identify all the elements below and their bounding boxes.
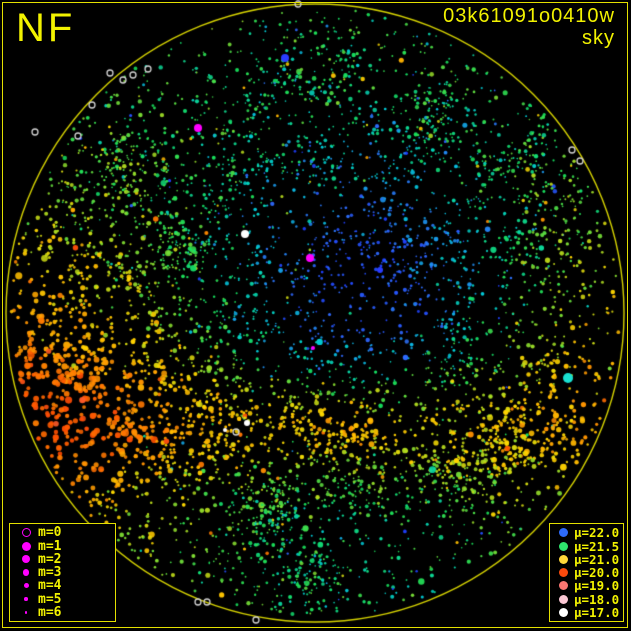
legend-label: μ=18.0: [574, 591, 620, 607]
legend-label: μ=22.0: [574, 525, 620, 541]
plot-title: NF: [16, 6, 76, 50]
legend-row-mu22: μ=22.0: [555, 525, 623, 541]
legend-label: m=2: [38, 551, 62, 567]
legend-row-m3: m=3: [18, 565, 115, 580]
mu215-green-dot-icon: [555, 541, 571, 551]
mu17-white-dot-icon: [555, 607, 571, 617]
sky-label: sky: [582, 27, 615, 49]
mu20-orange-dot-icon: [555, 568, 571, 577]
legend-row-mu215: μ=21.5: [555, 538, 623, 554]
field-id-label: 03k61091o0410w: [443, 5, 615, 27]
legend-label: μ=20.0: [574, 565, 620, 580]
mu18-pink-dot-icon: [555, 594, 571, 604]
legend-row-m6: m=6: [18, 604, 115, 620]
legend-label: m=0: [38, 525, 62, 541]
legend-row-m4: m=4: [18, 578, 115, 594]
m3-dot-icon: [18, 569, 34, 576]
legend-row-mu18: μ=18.0: [555, 591, 623, 607]
mu21-yellow-dot-icon: [555, 554, 571, 564]
legend-row-m1: m=1: [18, 538, 115, 554]
legend-label: μ=19.0: [574, 578, 620, 594]
legend-label: m=1: [38, 538, 62, 554]
m5-dot-icon: [18, 597, 34, 601]
mu19-salmon-dot-icon: [555, 581, 571, 591]
mu22-blue-dot-icon: [555, 528, 571, 538]
legend-label: m=3: [38, 565, 62, 580]
legend-label: m=6: [38, 604, 62, 620]
mu-color-legend: μ=22.0 μ=21.5 μ=21.0 μ=20.0 μ=19.0 μ=18.…: [549, 523, 624, 622]
legend-row-m2: m=2: [18, 551, 115, 567]
legend-row-mu17: μ=17.0: [555, 604, 623, 620]
legend-label: m=5: [38, 591, 62, 607]
m2-dot-icon: [18, 555, 34, 564]
m4-dot-icon: [18, 583, 34, 589]
legend-row-mu21: μ=21.0: [555, 551, 623, 567]
m0-open-circle-icon: [18, 528, 34, 538]
legend-row-m0: m=0: [18, 525, 115, 541]
legend-label: μ=21.0: [574, 551, 620, 567]
m1-dot-icon: [18, 541, 34, 551]
legend-row-mu19: μ=19.0: [555, 578, 623, 594]
legend-row-m5: m=5: [18, 591, 115, 607]
m6-dot-icon: [18, 611, 34, 614]
magnitude-size-legend: m=0 m=1 m=2 m=3 m=4 m=5 m=6: [9, 523, 116, 622]
legend-row-mu20: μ=20.0: [555, 565, 623, 580]
legend-label: μ=21.5: [574, 538, 620, 554]
legend-label: μ=17.0: [574, 604, 620, 620]
legend-label: m=4: [38, 578, 62, 594]
